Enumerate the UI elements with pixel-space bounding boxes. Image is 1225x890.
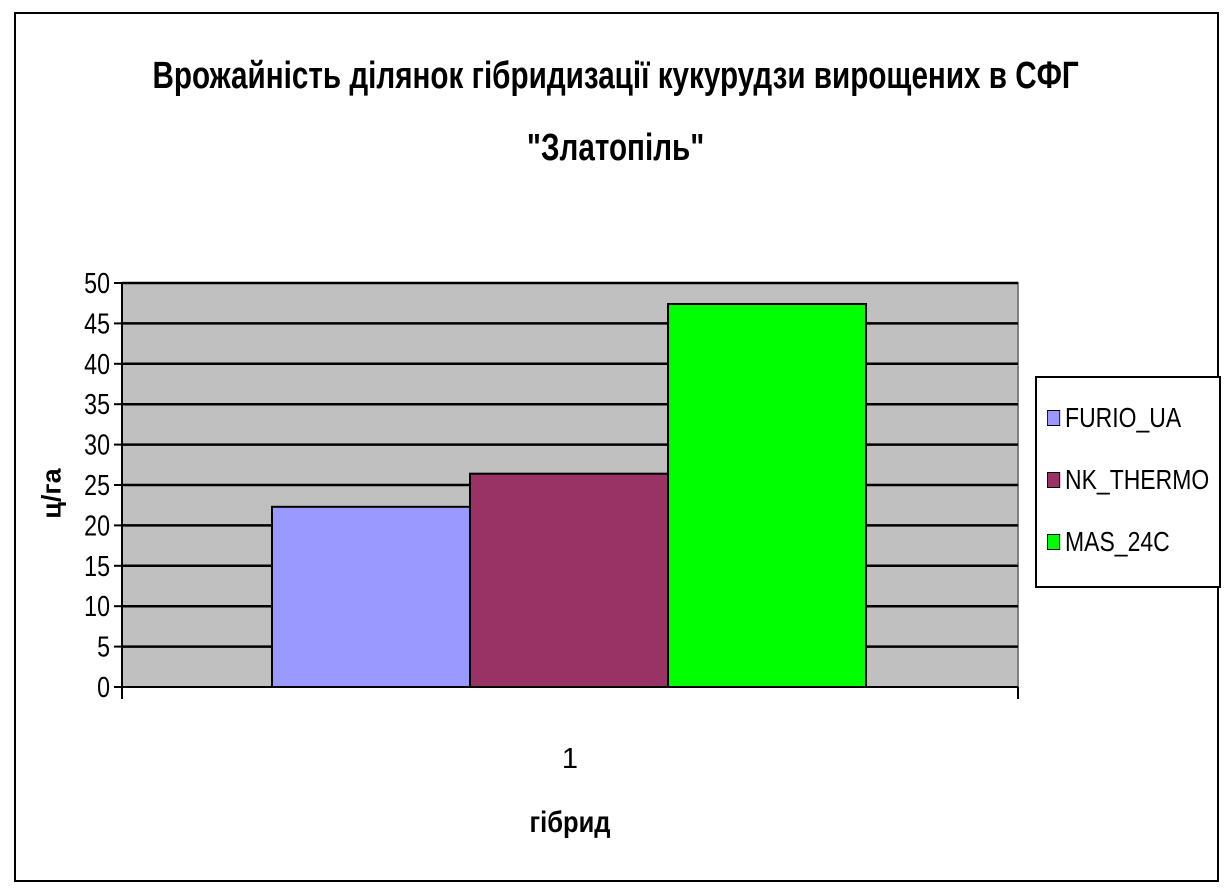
legend-item-mas-24c: MAS_24C — [1047, 522, 1170, 562]
legend-label: MAS_24C — [1065, 526, 1170, 557]
x-tick-label: 1 — [562, 743, 578, 775]
bar-nk-thermo — [469, 472, 669, 688]
y-tick-label: 50 — [84, 266, 110, 299]
y-tick-label: 45 — [84, 307, 110, 340]
y-tick-label: 15 — [84, 549, 110, 582]
y-tick-label: 25 — [84, 468, 110, 501]
y-tick-label: 35 — [84, 388, 110, 421]
y-tick-label: 0 — [97, 670, 110, 703]
x-axis-title: гібрид — [529, 806, 611, 839]
legend-item-nk-thermo: NK_THERMO — [1047, 460, 1209, 500]
y-tick-label: 30 — [84, 428, 110, 461]
bar-furio-ua — [271, 505, 471, 689]
legend: FURIO_UA NK_THERMO MAS_24C — [1035, 376, 1221, 588]
y-axis-title: ц/га — [36, 468, 67, 519]
y-tick-label: 40 — [84, 347, 110, 380]
y-tick-label: 10 — [84, 590, 110, 623]
bar-mas-24c — [667, 303, 867, 688]
legend-item-furio-ua: FURIO_UA — [1047, 398, 1181, 438]
chart-title: Врожайність ділянок гібридизації кукуруд… — [132, 40, 1099, 184]
legend-label: NK_THERMO — [1065, 464, 1210, 495]
legend-swatch — [1047, 534, 1061, 550]
y-tick-label: 5 — [97, 630, 110, 663]
y-tick-label: 20 — [84, 509, 110, 542]
chart-title-line-2: "Златопіль" — [526, 127, 705, 169]
legend-label: FURIO_UA — [1065, 402, 1182, 433]
legend-swatch — [1047, 472, 1061, 488]
chart-title-line-1: Врожайність ділянок гібридизації кукуруд… — [152, 55, 1079, 97]
legend-swatch — [1047, 410, 1061, 426]
